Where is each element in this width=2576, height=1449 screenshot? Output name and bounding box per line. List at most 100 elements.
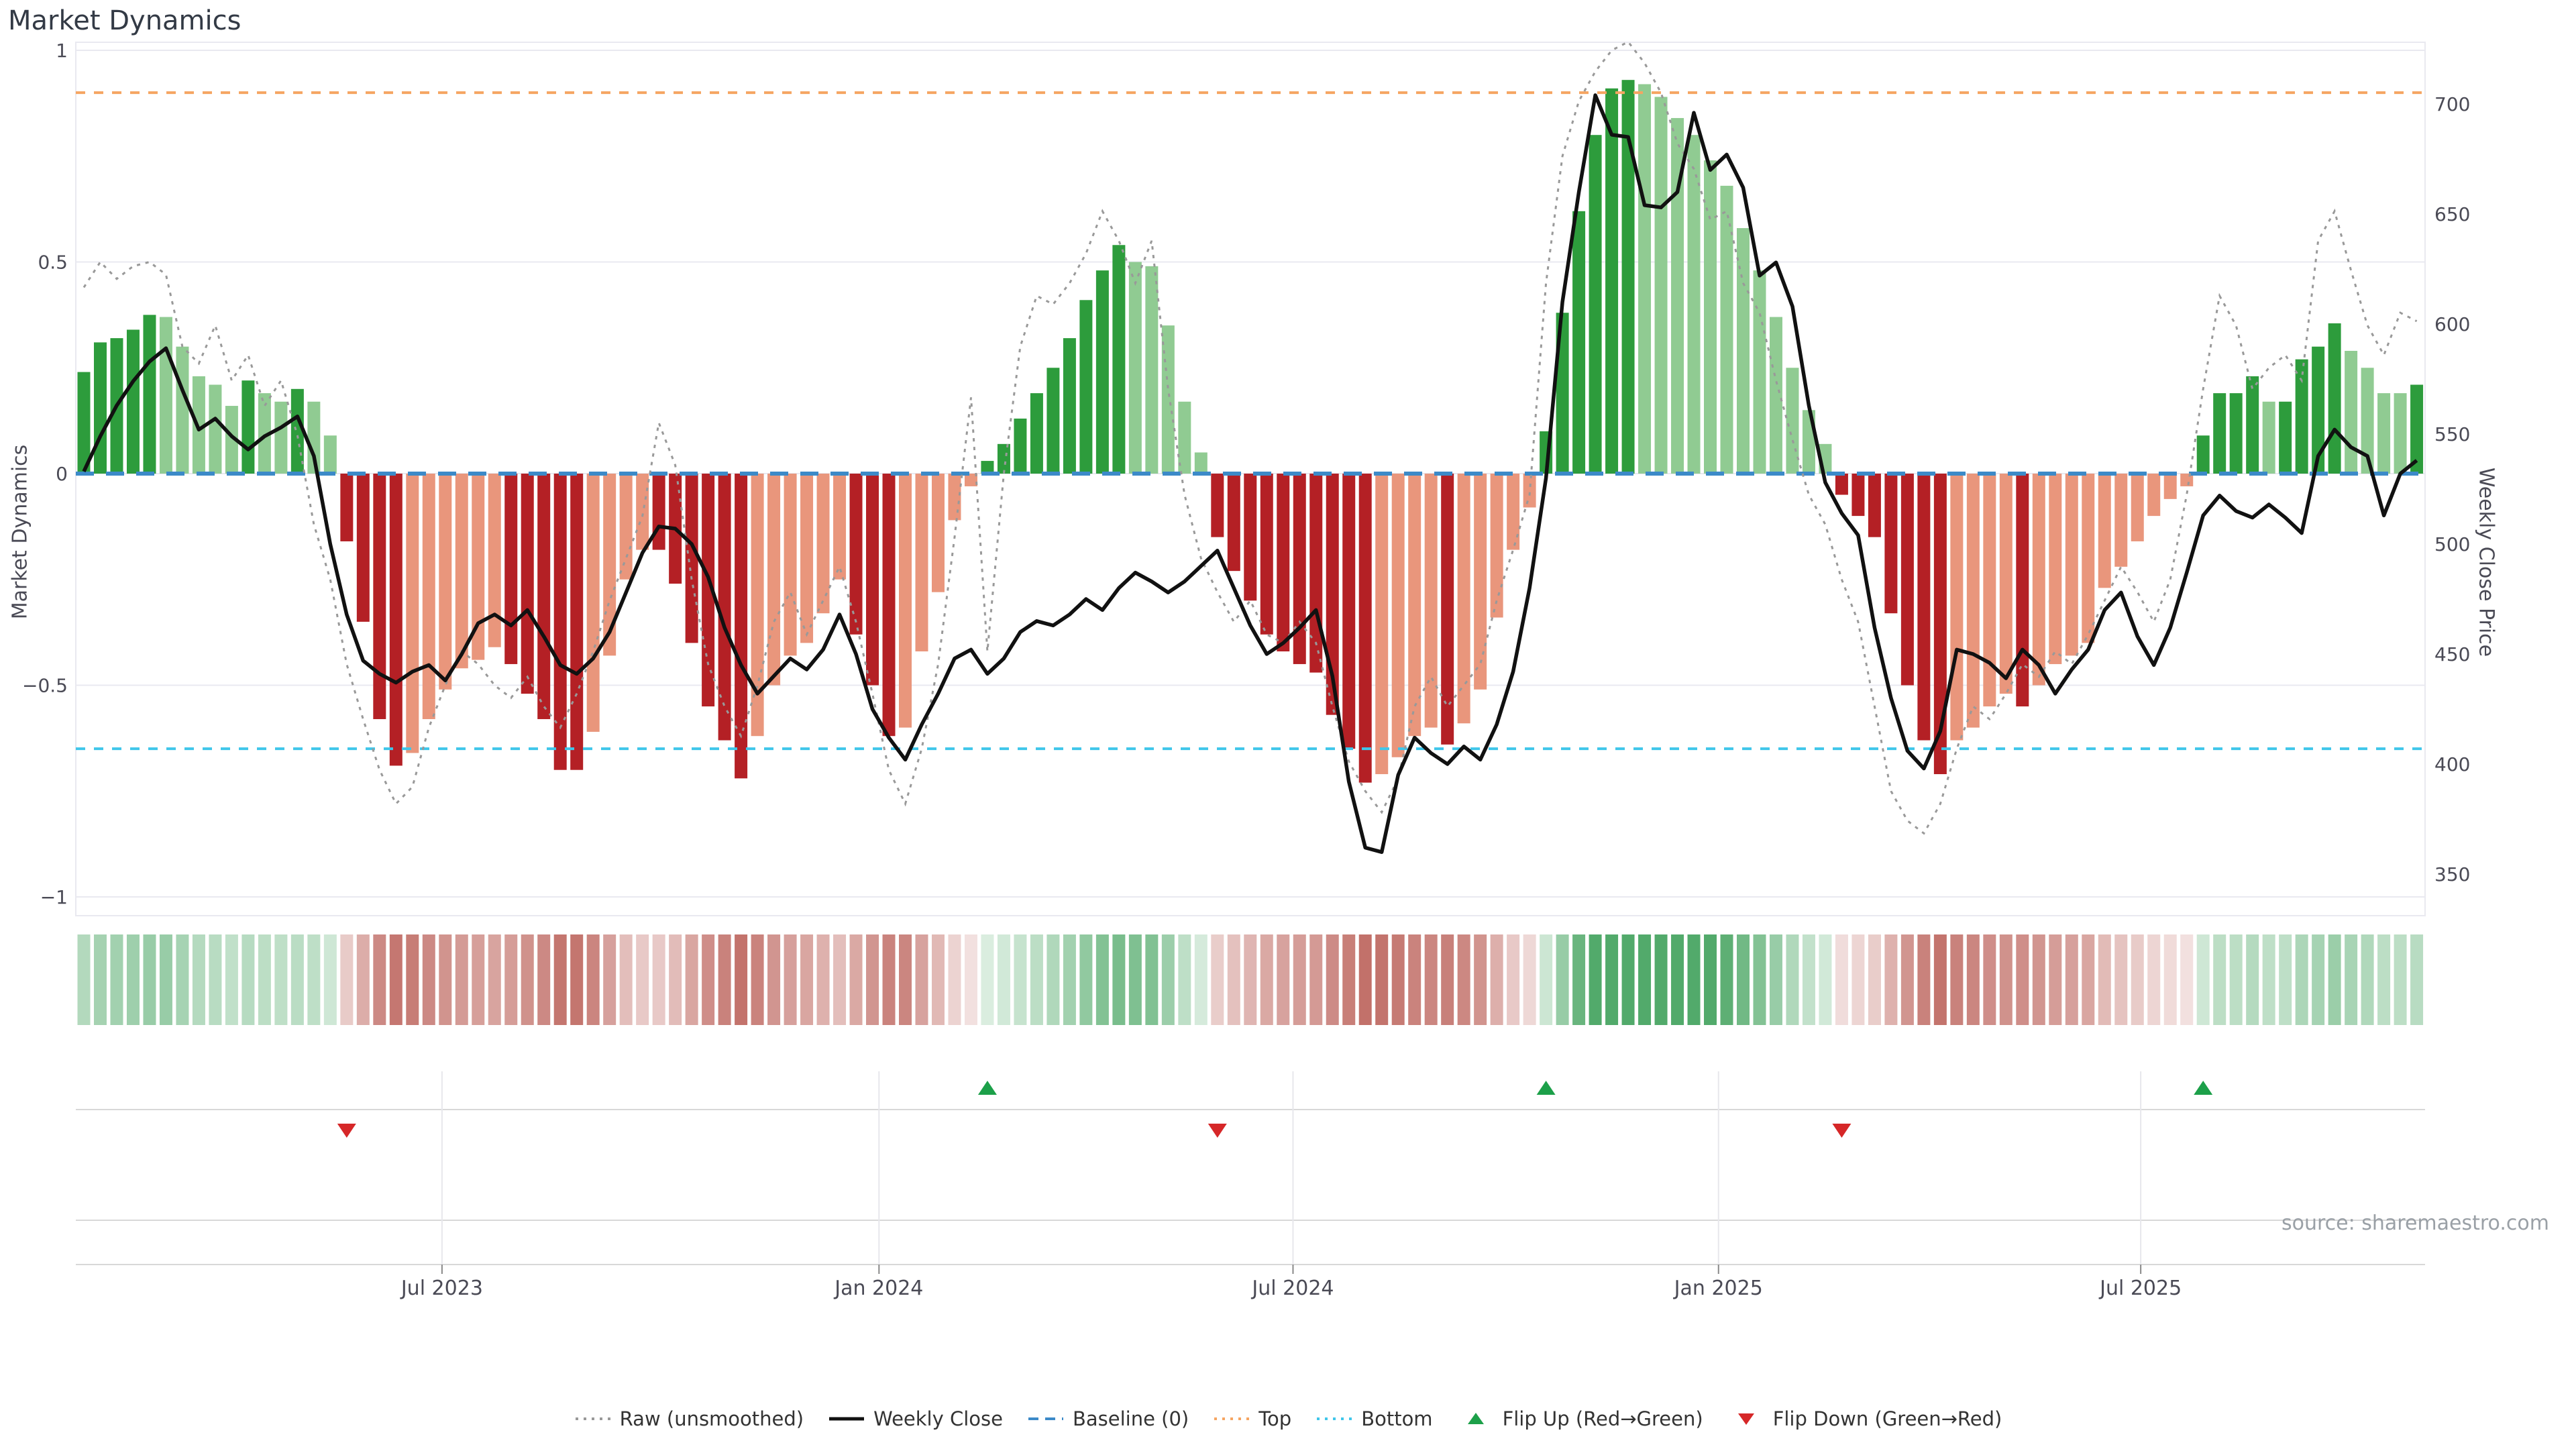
legend-glyph-raw [575,1417,610,1420]
left-axis-tick-label: −1 [40,886,68,908]
oscillator-bar [1046,368,1060,474]
heatmap-cell [488,934,501,1025]
oscillator-bar [866,474,879,686]
legend-glyph-baseline [1028,1417,1063,1420]
heatmap-cell [472,934,485,1025]
oscillator-bar [636,474,649,550]
heatmap-cell [1046,934,1060,1025]
heatmap-cell [1178,934,1191,1025]
legend-item-raw[interactable]: Raw (unsmoothed) [574,1407,804,1430]
oscillator-bar [1523,474,1536,508]
oscillator-bar [143,315,156,474]
right-axis-tick-label: 350 [2434,863,2470,885]
oscillator-bar [2328,323,2341,474]
heatmap-cell [1145,934,1159,1025]
legend-item-flip-down[interactable]: Flip Down (Green→Red) [1727,1407,2002,1430]
heatmap-cell [751,934,764,1025]
heatmap-cell [1161,934,1175,1025]
heatmap-cell [241,934,255,1025]
heatmap-cell [1638,934,1652,1025]
oscillator-bar [241,380,255,474]
oscillator-bar [1145,266,1159,474]
heatmap-cell [981,934,994,1025]
heatmap-cell [1720,934,1733,1025]
heatmap-cell [1933,934,1947,1025]
oscillator-bar [718,474,731,741]
oscillator-bar [373,474,386,719]
heatmap-cell [1507,934,1520,1025]
heatmap-cell [1342,934,1356,1025]
legend-item-bottom[interactable]: Bottom [1316,1407,1433,1430]
heatmap-cell [1589,934,1602,1025]
oscillator-bar [2394,393,2407,474]
heatmap-cell [406,934,419,1025]
heatmap-cell [1884,934,1898,1025]
heatmap-cell [1900,934,1914,1025]
heatmap-cell [800,934,814,1025]
main-chart: 1 0.5 0 −0.5 −1 700 650 600 550 500 450 400 350 Jul 2… [22,40,2470,1300]
heatmap-cell [1474,934,1487,1025]
heatmap-cell [1654,934,1668,1025]
oscillator-bar [1457,474,1470,724]
legend-glyph-bottom [1317,1417,1352,1420]
oscillator-bar [2016,474,2029,707]
heatmap-cell [1835,934,1848,1025]
legend-item-baseline[interactable]: Baseline (0) [1027,1407,1189,1430]
heatmap-cell [192,934,205,1025]
oscillator-bar [1720,185,1733,474]
heatmap-cell [1819,934,1832,1025]
heatmap-cell [2213,934,2226,1025]
heatmap-cell [176,934,189,1025]
heatmap-cell [1868,934,1881,1025]
heatmap-cell [2114,934,2128,1025]
legend-label-raw: Raw (unsmoothed) [619,1407,804,1430]
oscillator-bar [833,474,847,580]
heatmap-cell [1490,934,1503,1025]
oscillator-bar [521,474,534,694]
oscillator-bar [422,474,435,719]
x-axis-tick-label: Jul 2024 [1250,1277,1334,1300]
oscillator-bar [2262,401,2275,474]
oscillator-bar [1983,474,1996,707]
oscillator-bar [1178,401,1191,474]
x-axis-tick-label: Jul 2023 [400,1277,483,1300]
oscillator-bar [356,474,370,622]
heatmap-cell [2229,934,2243,1025]
oscillator-bar [159,317,172,474]
heatmap-cell [77,934,91,1025]
legend-item-flip-up[interactable]: Flip Up (Red→Green) [1457,1407,1703,1430]
oscillator-bar [2065,474,2078,656]
chart-title: Market Dynamics [8,5,241,36]
heatmap-cell [1523,934,1536,1025]
heatmap-cell [784,934,797,1025]
heatmap-cell [570,934,584,1025]
heatmap-cell [1375,934,1389,1025]
heatmap-cell [1112,934,1126,1025]
oscillator-bar [1736,228,1750,474]
oscillator-bar [1277,474,1290,652]
heatmap-cell [619,934,633,1025]
legend-label-flip-down: Flip Down (Green→Red) [1772,1407,2002,1430]
heatmap-cell [1851,934,1865,1025]
oscillator-bar [2246,376,2259,474]
heatmap-cell [93,934,107,1025]
oscillator-bar [1671,117,1684,474]
heatmap-cell [159,934,172,1025]
legend-item-top[interactable]: Top [1213,1407,1291,1430]
oscillator-bar [800,474,814,643]
heatmap-cell [652,934,665,1025]
oscillator-bar [1227,474,1240,572]
oscillator-bar [1424,474,1438,728]
heatmap-cell [1079,934,1093,1025]
oscillator-bar [2279,401,2292,474]
heatmap-cell [143,934,156,1025]
x-axis-tick-label: Jan 2024 [833,1277,923,1300]
flip-up-marker [2194,1081,2213,1095]
heatmap-cell [553,934,567,1025]
oscillator-bar [1999,474,2012,694]
oscillator-bar [1572,211,1586,474]
heatmap-cell [1999,934,2012,1025]
heatmap-cell [948,934,961,1025]
heatmap-cell [1194,934,1208,1025]
legend-item-close[interactable]: Weekly Close [828,1407,1003,1430]
